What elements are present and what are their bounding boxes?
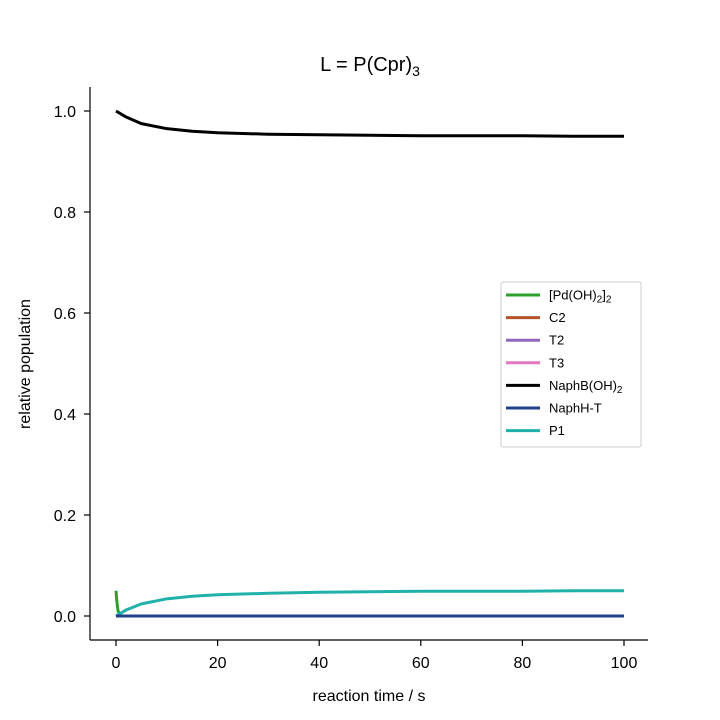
chart-title-main: L = P(Cpr): [320, 54, 412, 76]
series-lines: [114, 109, 624, 618]
series-line-naphb-oh-2: [115, 109, 624, 138]
series-line-pd-oh-2-2: [114, 590, 624, 618]
legend-entries: [Pd(OH)2]2 C2 T2 T3 NaphB(OH)2 NaphH-T P1: [506, 288, 623, 438]
legend-label-pd-oh-2-2: [Pd(OH)2]2: [549, 288, 612, 306]
legend: [Pd(OH)2]2 C2 T2 T3 NaphB(OH)2 NaphH-T P1: [500, 281, 642, 448]
x-tick-label: 20: [209, 655, 227, 672]
plot-area: 0 20 40 60 80 100 0.0 0.2 0.4 0.6 0.8 1.0: [54, 87, 648, 672]
y-tick-label: 0.0: [54, 609, 76, 626]
legend-label-p1: P1: [549, 423, 565, 438]
x-tick-label: 0: [112, 655, 121, 672]
legend-label-naphh-t: NaphH-T: [549, 401, 602, 416]
legend-label-naphb-oh-2: NaphB(OH)2: [549, 378, 623, 396]
x-tick-label: 40: [310, 655, 328, 672]
legend-label-t2: T2: [549, 333, 564, 348]
series-line-p1: [115, 589, 624, 618]
y-axis-label: relative population: [17, 299, 34, 429]
chart-title: L = P(Cpr)3: [320, 54, 420, 79]
x-axis-label: reaction time / s: [313, 688, 426, 705]
y-tick-label: 1.0: [54, 104, 76, 121]
y-tick-label: 0.8: [54, 205, 76, 222]
y-tick-label: 0.2: [54, 508, 76, 525]
x-ticks: 0 20 40 60 80 100: [112, 640, 638, 672]
x-tick-label: 100: [611, 655, 638, 672]
y-tick-label: 0.4: [54, 407, 76, 424]
chart-title-subscript: 3: [412, 63, 420, 79]
legend-label-t3: T3: [549, 355, 564, 370]
legend-label-c2: C2: [549, 310, 566, 325]
x-tick-label: 60: [412, 655, 430, 672]
legend-frame: [500, 281, 642, 448]
y-tick-label: 0.6: [54, 306, 76, 323]
y-ticks: 0.0 0.2 0.4 0.6 0.8 1.0: [54, 104, 90, 626]
x-tick-label: 80: [514, 655, 532, 672]
